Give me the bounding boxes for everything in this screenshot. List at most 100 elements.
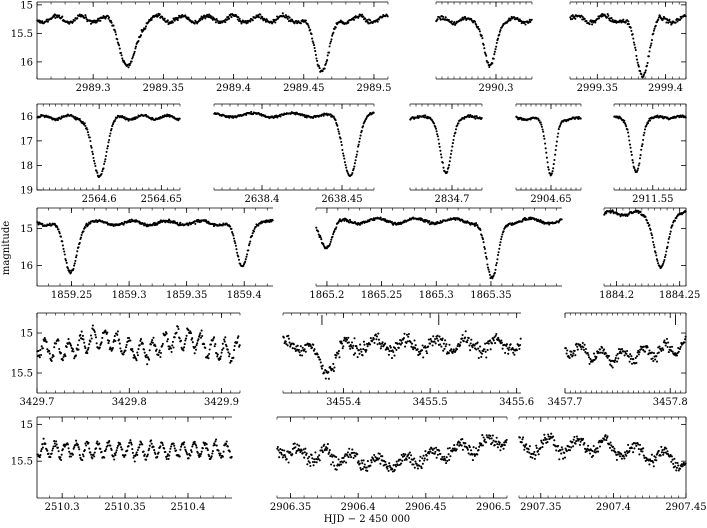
data-point (123, 351, 126, 354)
data-point (333, 366, 336, 369)
data-point (652, 32, 655, 35)
data-point (93, 162, 96, 165)
data-point (456, 443, 459, 446)
data-point (253, 227, 256, 230)
data-point (433, 340, 436, 343)
data-point (210, 455, 213, 458)
data-point (126, 449, 129, 452)
data-point (387, 353, 390, 356)
data-point (222, 450, 225, 453)
data-point (315, 226, 318, 229)
data-point (469, 342, 472, 345)
data-point (185, 334, 188, 337)
data-point (154, 452, 157, 456)
data-point (441, 455, 444, 459)
data-point (61, 240, 64, 243)
data-point (631, 159, 634, 162)
data-point (175, 449, 178, 452)
data-point (137, 348, 140, 351)
data-point (453, 20, 456, 24)
data-point (335, 226, 338, 229)
data-point (105, 448, 108, 451)
data-point (316, 455, 319, 459)
data-point (111, 346, 114, 350)
data-point (625, 352, 628, 355)
data-point (333, 464, 336, 467)
data-point (485, 356, 488, 359)
data-point (45, 20, 48, 23)
data-point (476, 224, 479, 227)
data-point (631, 33, 634, 36)
data-point (326, 447, 329, 450)
data-point (316, 59, 319, 62)
data-point (488, 65, 491, 69)
data-point (330, 453, 333, 456)
data-point (304, 350, 307, 353)
data-point (637, 65, 640, 68)
data-point (120, 446, 123, 449)
data-point (377, 332, 380, 335)
data-point (54, 16, 57, 20)
data-point (545, 151, 548, 154)
data-point (283, 454, 286, 457)
data-point (495, 264, 498, 267)
data-point (464, 336, 467, 339)
data-point (52, 445, 55, 448)
data-point (483, 247, 486, 250)
data-point (179, 339, 183, 342)
data-point (257, 16, 261, 19)
data-point (199, 336, 203, 339)
data-point (329, 455, 332, 458)
data-point (462, 18, 465, 21)
x-tick-label: 1865.2 (309, 290, 344, 301)
data-point (443, 347, 446, 350)
data-point (287, 337, 290, 340)
data-point (230, 227, 233, 230)
data-point (210, 15, 213, 18)
data-point (670, 22, 674, 25)
data-point (155, 13, 158, 16)
data-point (614, 19, 617, 22)
data-point (299, 345, 302, 348)
y-tick-label: 15 (20, 420, 33, 431)
data-point (68, 450, 71, 453)
y-tick-label: 15.5 (11, 457, 33, 468)
data-point (493, 53, 496, 56)
data-point (628, 139, 631, 142)
data-point (46, 20, 49, 23)
data-point (650, 232, 653, 235)
data-point (247, 244, 251, 247)
data-point (199, 332, 202, 335)
data-point (218, 454, 221, 457)
data-point (90, 453, 93, 456)
data-point (329, 40, 332, 43)
data-point (676, 20, 679, 23)
x-tick-label: 3457.7 (548, 397, 583, 408)
data-point (547, 166, 550, 169)
data-point (115, 451, 118, 454)
data-point (170, 350, 173, 353)
data-point (166, 19, 169, 22)
data-point (325, 448, 328, 451)
data-point (449, 152, 453, 156)
data-point (164, 450, 167, 454)
data-point (484, 350, 487, 353)
data-point (375, 335, 379, 338)
data-point (649, 44, 652, 47)
data-point (326, 59, 329, 62)
data-point (48, 352, 51, 355)
x-tick-label: 1865.35 (470, 290, 511, 301)
data-point (375, 459, 378, 462)
data-point (614, 359, 617, 362)
data-point (635, 170, 638, 173)
data-point (185, 450, 188, 453)
data-point (85, 222, 88, 225)
data-point (159, 445, 162, 448)
data-point (321, 69, 324, 73)
data-point (630, 362, 634, 365)
data-point (482, 241, 485, 244)
data-point (149, 343, 153, 346)
data-point (466, 339, 469, 342)
data-point (434, 337, 437, 341)
data-point (183, 343, 186, 346)
